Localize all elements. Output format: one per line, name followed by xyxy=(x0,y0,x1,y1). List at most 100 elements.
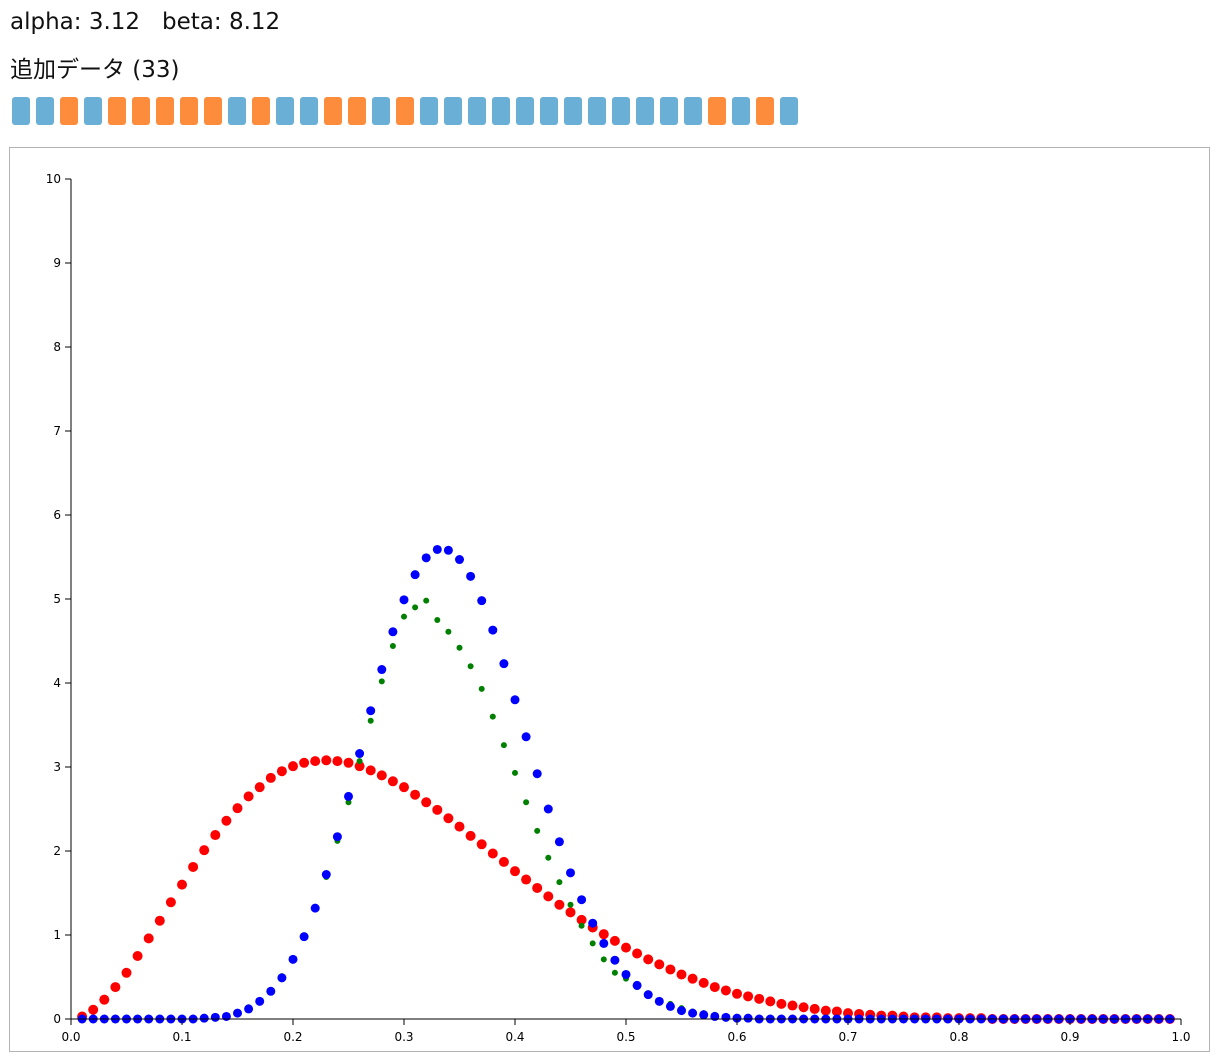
series-0-point xyxy=(787,1000,798,1011)
failure-chip xyxy=(36,97,54,125)
x-tick-label: 0.4 xyxy=(505,1030,524,1044)
series-0-point xyxy=(831,1006,842,1017)
series-0 xyxy=(77,755,1175,1024)
x-tick-label: 0.3 xyxy=(394,1030,413,1044)
success-chip xyxy=(756,97,774,125)
y-tick-label: 5 xyxy=(53,592,61,606)
success-chip xyxy=(324,97,342,125)
series-2-point xyxy=(388,627,398,637)
series-2-point xyxy=(321,870,331,880)
series-1-point xyxy=(556,879,563,886)
plot-frame: 0.0 0.1 0.2 0.3 0.4 0.5 0.6 0.7 0.8 0.9 1.0 0 1 2 3 4 5 6… xyxy=(9,147,1210,1052)
failure-chip xyxy=(468,97,486,125)
series-2-point xyxy=(299,932,309,942)
series-0-point xyxy=(654,959,665,970)
series-2-point xyxy=(233,1008,242,1018)
success-chip xyxy=(396,97,414,125)
series-0-point xyxy=(110,982,121,993)
series-1-point xyxy=(578,922,585,929)
series-0-point xyxy=(265,772,276,783)
series-0-point xyxy=(765,996,776,1007)
y-tick-label: 1 xyxy=(53,928,61,942)
series-0-point xyxy=(820,1005,831,1016)
series-2-point xyxy=(366,706,376,716)
series-2-point xyxy=(721,1012,731,1022)
x-tick-label: 0.1 xyxy=(172,1030,191,1044)
failure-chip xyxy=(372,97,390,125)
failure-chip xyxy=(444,97,462,125)
series-layer xyxy=(77,544,1175,1024)
series-2-point xyxy=(310,903,320,913)
series-2-point xyxy=(355,749,365,759)
failure-chip xyxy=(12,97,30,125)
series-2-point xyxy=(610,955,620,965)
series-0-point xyxy=(421,797,432,808)
beta-value: beta: 8.12 xyxy=(162,9,281,35)
series-1-point xyxy=(445,628,452,635)
x-tick-label: 0.9 xyxy=(1060,1030,1079,1044)
beta-distribution-chart: 0.0 0.1 0.2 0.3 0.4 0.5 0.6 0.7 0.8 0.9 1.0 0 1 2 3 4 5 6… xyxy=(46,172,1191,1044)
y-tick-label: 8 xyxy=(53,340,61,354)
series-2-point xyxy=(632,980,642,990)
failure-chip xyxy=(492,97,510,125)
series-1-point xyxy=(401,613,407,620)
series-0-point xyxy=(532,882,543,893)
series-0-point xyxy=(565,907,576,918)
series-1-point xyxy=(356,758,363,765)
series-2-point xyxy=(221,1011,231,1021)
series-2-point xyxy=(699,1010,709,1020)
series-0-point xyxy=(221,815,232,826)
failure-chip xyxy=(564,97,582,125)
series-2-point xyxy=(743,1013,753,1023)
series-1-point xyxy=(412,604,419,611)
y-tick-label: 0 xyxy=(53,1012,61,1026)
series-0-point xyxy=(698,977,709,988)
series-2-point xyxy=(665,1001,675,1011)
failure-chip xyxy=(780,97,798,125)
failure-chip xyxy=(300,97,318,125)
series-2-point xyxy=(510,695,520,705)
series-0-point xyxy=(288,761,298,772)
series-0-point xyxy=(554,899,565,910)
success-chip xyxy=(180,97,198,125)
failure-chip xyxy=(84,97,102,125)
series-1-point xyxy=(434,617,441,623)
success-chip xyxy=(60,97,78,125)
series-1-point xyxy=(545,854,552,861)
series-0-point xyxy=(720,985,731,996)
series-0-point xyxy=(243,791,254,802)
series-2-point xyxy=(377,665,387,675)
series-0-point xyxy=(254,782,265,793)
y-tick-label: 3 xyxy=(53,760,61,774)
series-2-point xyxy=(732,1013,742,1023)
series-2-point xyxy=(399,595,409,605)
series-2-point xyxy=(543,804,553,814)
series-0-point xyxy=(743,991,754,1002)
series-2-point xyxy=(566,868,575,878)
series-1-point xyxy=(523,799,530,806)
series-1-point xyxy=(389,643,396,650)
series-2-point xyxy=(455,555,464,565)
failure-chip xyxy=(588,97,606,125)
series-0-point xyxy=(709,982,720,993)
series-0-point xyxy=(299,757,310,768)
series-2-point xyxy=(521,732,531,742)
series-0-point xyxy=(343,757,354,768)
series-0-point xyxy=(199,845,210,856)
series-0-point xyxy=(354,761,365,772)
series-0-point xyxy=(332,756,343,767)
series-2-point xyxy=(677,1006,686,1016)
x-tick-label: 0.7 xyxy=(838,1030,857,1044)
series-0-point xyxy=(676,969,687,980)
series-0-point xyxy=(410,789,421,800)
failure-chip xyxy=(612,97,630,125)
series-0-point xyxy=(276,766,287,777)
series-0-point xyxy=(465,830,476,841)
y-tick-label: 7 xyxy=(53,424,61,438)
success-chip xyxy=(108,97,126,125)
series-2-point xyxy=(421,553,431,563)
series-0-point xyxy=(143,933,154,944)
series-1-point xyxy=(534,827,541,834)
series-0-point xyxy=(432,804,443,815)
parameter-readout: alpha: 3.12 beta: 8.12 xyxy=(10,6,280,38)
